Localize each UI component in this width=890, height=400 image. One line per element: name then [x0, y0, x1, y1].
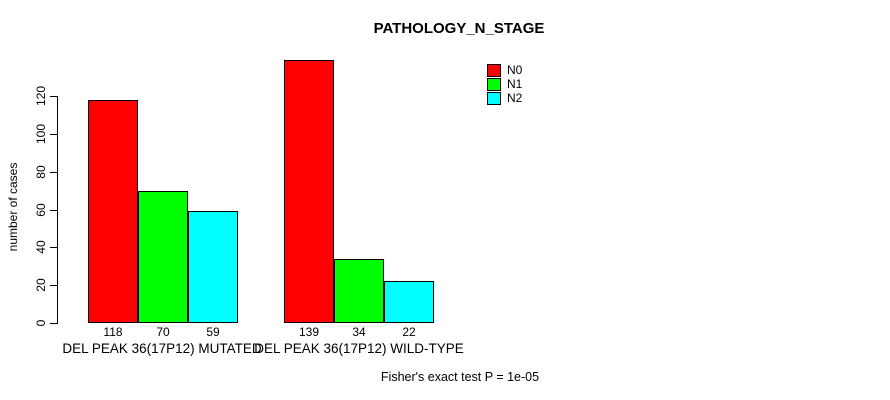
legend-item-n1: N1 — [487, 78, 522, 91]
bar-n0-mutated — [88, 100, 138, 323]
y-axis-label: number of cases — [6, 162, 20, 252]
legend-item-n2: N2 — [487, 92, 522, 105]
legend-swatch-n0 — [487, 64, 501, 77]
y-axis-tick-label: 120 — [34, 85, 48, 107]
y-axis-tick — [50, 134, 57, 135]
bar-n2-mutated — [188, 211, 238, 323]
y-axis-tick-label: 0 — [34, 319, 48, 327]
y-axis-tick-label: 60 — [34, 203, 48, 217]
bar-value-label: 139 — [298, 325, 320, 339]
y-axis-tick-label: 20 — [34, 278, 48, 292]
bar-value-label: 34 — [352, 325, 366, 339]
category-label: DEL PEAK 36(17P12) MUTATED — [62, 341, 262, 356]
legend-label: N2 — [507, 91, 523, 105]
y-axis-tick-label: 40 — [34, 240, 48, 254]
legend-label: N1 — [507, 77, 523, 91]
y-axis-tick — [50, 323, 57, 324]
y-axis-tick — [50, 285, 57, 286]
y-axis-tick-label: 80 — [34, 165, 48, 179]
bar-n2-wild-type — [384, 281, 434, 323]
category-label: DEL PEAK 36(17P12) WILD-TYPE — [254, 341, 464, 356]
legend-label: N0 — [507, 63, 523, 77]
bar-value-label: 22 — [402, 325, 416, 339]
bar-n1-mutated — [138, 191, 188, 323]
y-axis-tick — [50, 96, 57, 97]
y-axis-tick-label: 100 — [34, 123, 48, 145]
legend-swatch-n1 — [487, 78, 501, 91]
y-axis-line — [57, 96, 58, 324]
stats-annotation: Fisher's exact test P = 1e-05 — [380, 370, 540, 384]
bar-value-label: 70 — [156, 325, 170, 339]
chart-title: PATHOLOGY_N_STAGE — [373, 20, 545, 37]
legend-item-n0: N0 — [487, 64, 522, 77]
bar-value-label: 118 — [103, 325, 123, 339]
bar-value-label: 59 — [206, 325, 220, 339]
legend-swatch-n2 — [487, 92, 501, 105]
legend: N0 N1 N2 — [487, 64, 522, 106]
y-axis-tick — [50, 172, 57, 173]
bar-n1-wild-type — [334, 259, 384, 323]
bar-n0-wild-type — [284, 60, 334, 323]
y-axis-tick — [50, 210, 57, 211]
y-axis-tick — [50, 247, 57, 248]
